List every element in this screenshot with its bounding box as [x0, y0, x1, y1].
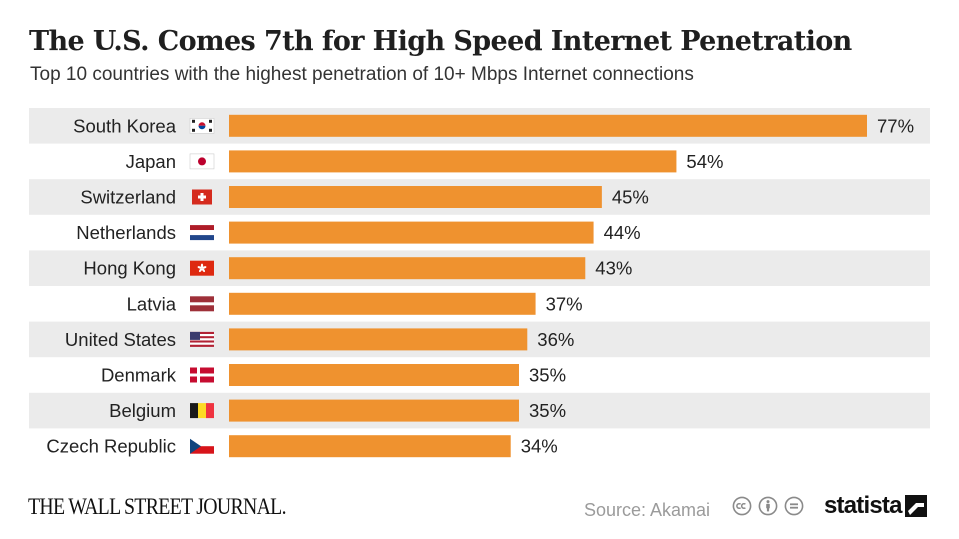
hong-kong-flag-icon [190, 260, 214, 276]
value-label: 37% [546, 293, 583, 314]
japan-flag-icon [189, 153, 215, 170]
bar [229, 150, 677, 173]
statista-logo[interactable]: statista [824, 492, 927, 520]
value-label: 35% [529, 400, 566, 421]
statista-logo-icon [904, 495, 927, 517]
category-label: United States [65, 329, 176, 350]
no-derivatives-icon[interactable] [784, 496, 804, 516]
source-note: Source: Akamai [583, 500, 710, 520]
south-korea-flag-icon [189, 118, 215, 134]
value-label: 43% [595, 258, 632, 279]
value-label: 35% [529, 365, 566, 386]
value-label: 34% [521, 436, 558, 457]
license-icons [732, 496, 804, 516]
bar [229, 257, 586, 280]
category-label: Latvia [127, 293, 177, 314]
category-label: South Korea [73, 115, 177, 136]
value-label: 54% [686, 151, 723, 172]
attribution-icon[interactable] [758, 496, 778, 516]
bar [229, 186, 602, 208]
bar-chart: South Korea 77% Japan 54% Switzerland 45% Neth… [29, 108, 930, 458]
latvia-flag-icon [190, 296, 214, 312]
wsj-logo: THE WALL STREET JOURNAL. [28, 494, 287, 519]
bar [229, 328, 528, 351]
chart-title: The U.S. Comes 7th for High Speed Intern… [29, 26, 852, 57]
category-label: Czech Republic [46, 436, 176, 457]
bar [229, 114, 867, 137]
value-label: 44% [604, 222, 641, 243]
category-label: Belgium [109, 400, 176, 421]
category-label: Hong Kong [83, 258, 176, 279]
bar [229, 292, 536, 315]
category-label: Denmark [101, 365, 177, 386]
bar [229, 221, 594, 244]
bar [229, 435, 511, 458]
bar [229, 364, 519, 386]
united-states-flag-icon [190, 331, 214, 347]
statista-wordmark: statista [824, 492, 902, 519]
netherlands-flag-icon [190, 225, 214, 241]
category-label: Switzerland [80, 187, 176, 208]
belgium-flag-icon [190, 403, 214, 419]
bar [229, 399, 519, 422]
denmark-flag-icon [190, 367, 214, 383]
value-label: 36% [537, 329, 574, 350]
switzerland-flag-icon [192, 189, 212, 205]
value-label: 45% [612, 187, 649, 208]
chart-subtitle: Top 10 countries with the highest penetr… [30, 64, 694, 85]
category-label: Netherlands [76, 222, 176, 243]
value-label: 77% [877, 115, 914, 136]
czech-republic-flag-icon [190, 438, 214, 454]
cc-icon[interactable] [732, 496, 752, 516]
category-label: Japan [126, 151, 176, 172]
